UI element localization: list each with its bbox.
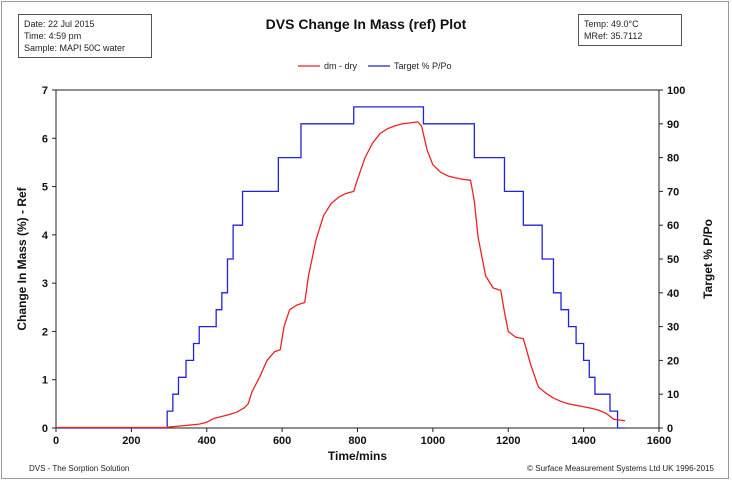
- y-tick-label: 5: [42, 182, 48, 194]
- y2-tick-label: 50: [667, 254, 679, 266]
- y2-tick-label: 60: [667, 220, 679, 232]
- x-tick-label: 1000: [421, 435, 445, 447]
- x-tick-label: 200: [122, 435, 140, 447]
- y-tick-label: 0: [42, 423, 48, 435]
- y2-tick-label: 100: [667, 85, 685, 97]
- temperature-info-box: Temp: 49.0°C MRef: 35.7112: [578, 14, 682, 46]
- legend-target-label: Target % P/Po: [394, 61, 452, 71]
- x-tick-label: 800: [348, 435, 366, 447]
- run-info-box: Date: 22 Jul 2015 Time: 4:59 pm Sample: …: [18, 14, 152, 58]
- y2-tick-label: 40: [667, 288, 679, 300]
- plot-area: [55, 89, 660, 429]
- temperature-text: Temp: 49.0°C: [584, 19, 639, 29]
- y2-tick-label: 10: [667, 389, 679, 401]
- y2-tick-label: 0: [667, 423, 673, 435]
- sample-text: Sample: MAPI 50C water: [24, 43, 126, 53]
- time-text: Time: 4:59 pm: [24, 31, 82, 41]
- y-tick-label: 2: [42, 326, 48, 338]
- x-tick-label: 0: [53, 435, 59, 447]
- y2-axis-label: Target % P/Po: [701, 219, 715, 299]
- y-tick-label: 1: [42, 375, 48, 387]
- y2-tick-label: 80: [667, 153, 679, 165]
- date-text: Date: 22 Jul 2015: [24, 19, 95, 29]
- x-tick-label: 1400: [571, 435, 595, 447]
- y2-tick-label: 20: [667, 355, 679, 367]
- y-axis-label: Change In Mass (%) - Ref: [15, 186, 29, 330]
- y2-tick-label: 30: [667, 322, 679, 334]
- y-tick-label: 3: [42, 278, 48, 290]
- footer-right-text: © Surface Measurement Systems Ltd UK 199…: [527, 464, 714, 473]
- x-tick-label: 1200: [496, 435, 520, 447]
- y-tick-label: 4: [42, 230, 49, 242]
- x-tick-label: 1600: [647, 435, 671, 447]
- y-tick-label: 6: [42, 133, 48, 145]
- legend-mass-label: dm - dry: [324, 61, 358, 71]
- footer-left-text: DVS - The Sorption Solution: [29, 464, 130, 473]
- y2-tick-label: 90: [667, 119, 679, 131]
- x-tick-label: 400: [198, 435, 216, 447]
- x-axis-label: Time/mins: [328, 449, 387, 463]
- x-tick-label: 600: [273, 435, 291, 447]
- mref-text: MRef: 35.7112: [584, 31, 643, 41]
- series-target-line: [56, 106, 626, 429]
- y-tick-label: 7: [42, 85, 48, 97]
- chart-title: DVS Change In Mass (ref) Plot: [265, 16, 467, 32]
- y2-tick-label: 70: [667, 186, 679, 198]
- series-mass-line: [56, 121, 626, 429]
